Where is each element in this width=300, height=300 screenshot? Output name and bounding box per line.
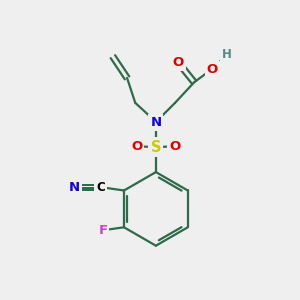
Text: O: O: [207, 62, 218, 76]
Text: O: O: [169, 140, 181, 153]
Text: H: H: [222, 48, 232, 61]
Text: O: O: [131, 140, 142, 153]
Text: O: O: [172, 56, 184, 69]
Text: N: N: [150, 116, 161, 128]
Text: N: N: [69, 181, 80, 194]
Text: S: S: [151, 140, 161, 154]
Text: C: C: [96, 181, 105, 194]
Text: F: F: [98, 224, 107, 237]
